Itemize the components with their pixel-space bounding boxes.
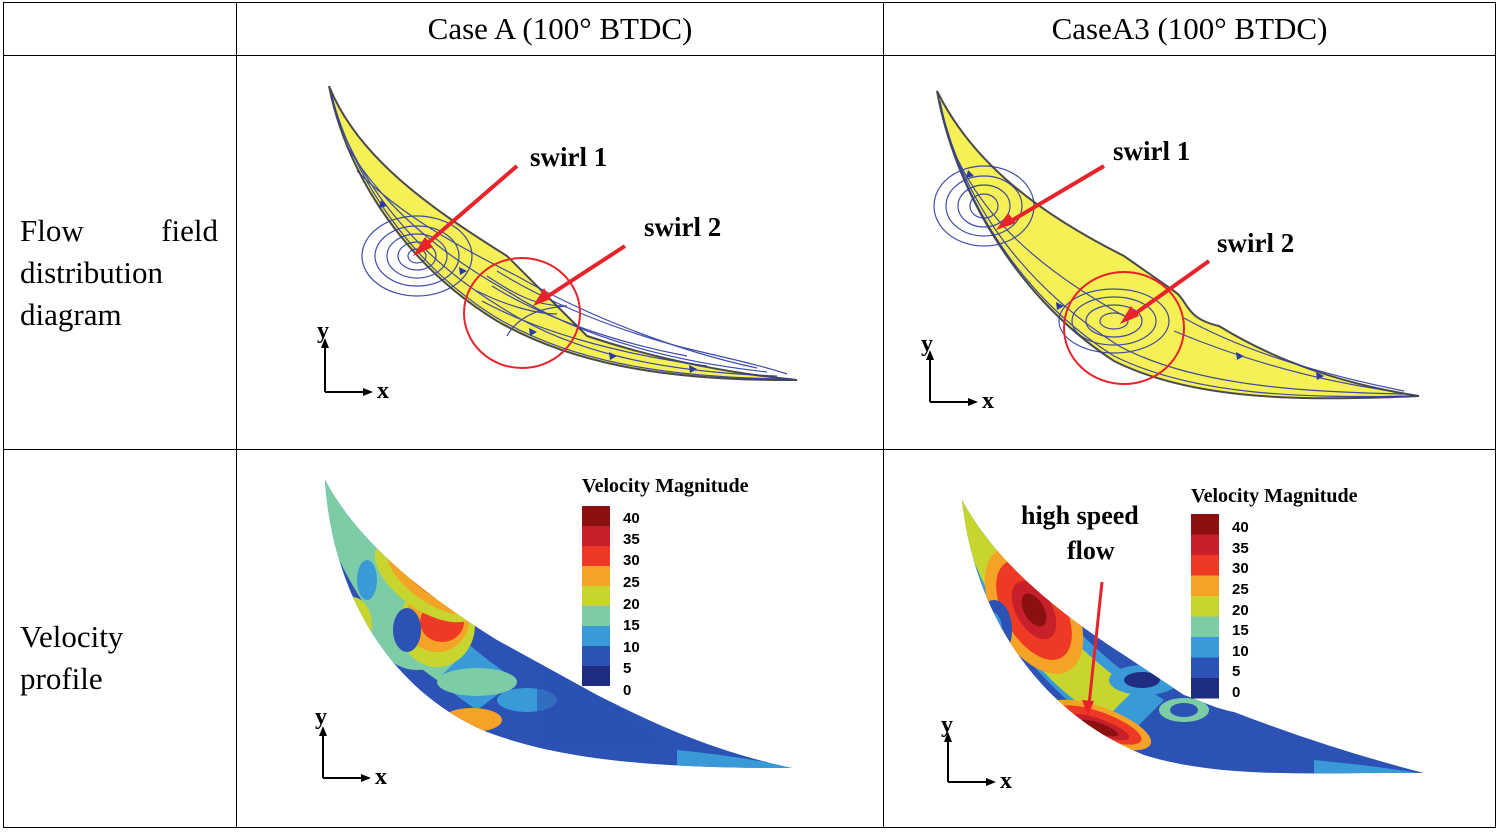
axis-y-label: y	[315, 704, 327, 730]
table-border-top	[3, 2, 1496, 3]
legend-swatch-3	[1191, 575, 1219, 596]
legend-swatch-6	[1191, 637, 1219, 658]
axis-x-label: x	[1000, 768, 1012, 794]
legend-title: Velocity Magnitude	[582, 475, 749, 497]
swirl-2-arrow	[1120, 259, 1211, 324]
axis-x-label: x	[377, 378, 389, 404]
velocity-profile-case-a3: high speed flow Velocity Magnitude 40 35…	[884, 450, 1495, 827]
swirl-1-label: swirl 1	[530, 142, 607, 172]
axis-indicator: y x	[315, 704, 387, 790]
velocity-contour-field	[962, 500, 1424, 774]
legend-tick: 35	[1232, 540, 1249, 557]
legend-swatch-0	[582, 506, 610, 526]
legend-tick: 30	[1232, 560, 1249, 577]
legend-swatch-1	[1191, 534, 1219, 555]
streamline-arrows	[379, 200, 697, 373]
swirl-1-label: swirl 1	[1113, 136, 1190, 166]
row-header-word: distribution	[20, 255, 163, 290]
legend-tick: 0	[623, 682, 631, 699]
row-divider	[3, 449, 1496, 450]
row-header-word: diagram	[20, 297, 122, 332]
legend-swatch-4	[582, 586, 610, 606]
swirl-1-arrow	[996, 164, 1106, 230]
row-header-word: profile	[20, 661, 103, 696]
legend-tick: 30	[623, 552, 640, 569]
axis-x-label: x	[375, 764, 387, 790]
table-border-left	[3, 2, 4, 828]
legend-tick: 5	[623, 660, 631, 677]
legend-swatch-2	[582, 546, 610, 566]
legend-title: Velocity Magnitude	[1191, 485, 1358, 507]
legend-swatch-4	[1191, 596, 1219, 617]
velocity-legend: Velocity Magnitude 40 35 30 25 20 15 10 …	[1191, 485, 1358, 701]
flow-domain-shape	[328, 85, 798, 382]
row-header-word: field	[161, 213, 218, 248]
legend-tick: 25	[623, 574, 640, 591]
flow-domain-shape	[936, 90, 1420, 400]
swirl-2-arrow	[533, 244, 627, 306]
legend-swatch-2	[1191, 555, 1219, 576]
legend-tick: 25	[1232, 581, 1249, 598]
axis-indicator: y x	[941, 712, 1012, 794]
legend-tick: 15	[1232, 622, 1249, 639]
high-speed-flow-arrow	[1082, 581, 1104, 716]
flow-field-case-a3: swirl 1 swirl 2 y x	[884, 56, 1495, 449]
axis-indicator: y x	[921, 331, 994, 414]
legend-tick: 5	[1232, 663, 1240, 680]
legend-swatch-3	[582, 566, 610, 586]
row-header-velocity: Velocity profile	[20, 616, 218, 700]
legend-tick: 35	[623, 531, 640, 548]
swirl-2-label: swirl 2	[1217, 228, 1294, 258]
column-divider-1	[236, 2, 237, 828]
legend-swatch-0	[1191, 514, 1219, 535]
axis-x-label: x	[982, 388, 994, 414]
swirl-region-circle	[463, 257, 581, 369]
legend-swatch-6	[582, 626, 610, 646]
streamlines	[331, 95, 793, 380]
legend-tick: 10	[623, 639, 640, 656]
velocity-contour-field	[325, 480, 792, 768]
row-header-word: Flow	[20, 213, 84, 248]
legend-swatch-8	[1191, 678, 1219, 699]
header-row-divider	[3, 55, 1496, 56]
legend-swatch-7	[582, 646, 610, 666]
axis-y-label: y	[941, 712, 953, 738]
legend-swatch-1	[582, 526, 610, 546]
velocity-legend: Velocity Magnitude 40 35 30 25 20 15 10 …	[582, 475, 749, 699]
column-header-case-a3: CaseA3 (100° BTDC)	[1051, 10, 1328, 46]
legend-tick: 40	[1232, 519, 1249, 536]
legend-tick: 15	[623, 617, 640, 634]
column-header-case-a: Case A (100° BTDC)	[427, 10, 693, 46]
row-header-flow-field: Flow field distribution diagram	[20, 210, 218, 336]
high-speed-flow-label: high speed	[1021, 501, 1139, 530]
flow-field-case-a: swirl 1 swirl 2 y x	[237, 56, 883, 449]
legend-tick: 0	[1232, 684, 1240, 701]
row-header-word: Velocity	[20, 619, 124, 654]
axis-indicator: y x	[317, 318, 389, 404]
legend-swatch-5	[1191, 616, 1219, 637]
swirl-region-circle	[1063, 271, 1185, 385]
swirl-1-arrow	[413, 164, 519, 256]
axis-y-label: y	[317, 318, 329, 344]
legend-tick: 10	[1232, 643, 1249, 660]
legend-tick: 20	[623, 596, 640, 613]
legend-swatch-7	[1191, 657, 1219, 678]
legend-tick: 20	[1232, 602, 1249, 619]
streamline-arrows	[966, 170, 1324, 380]
legend-swatch-5	[582, 606, 610, 626]
legend-tick: 40	[623, 510, 640, 527]
swirl-2-label: swirl 2	[644, 212, 721, 242]
axis-y-label: y	[921, 331, 933, 357]
column-divider-2	[883, 2, 884, 828]
table-border-bottom	[3, 827, 1496, 828]
legend-swatch-8	[582, 666, 610, 686]
velocity-profile-case-a: Velocity Magnitude 40 35 30 25 20 15 10 …	[237, 450, 883, 827]
high-speed-flow-label: flow	[1067, 536, 1115, 565]
streamlines	[933, 100, 1415, 398]
table-border-right	[1495, 2, 1496, 828]
